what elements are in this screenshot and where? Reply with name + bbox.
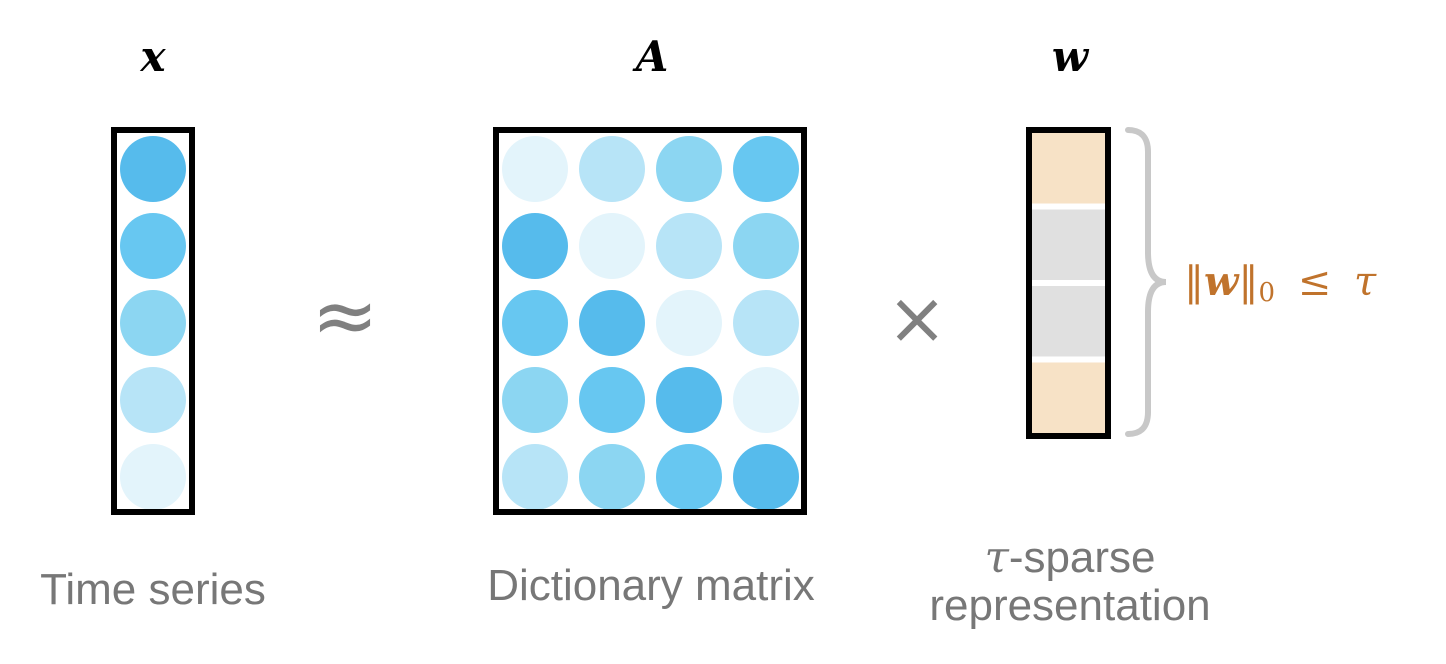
a-matrix-label: A (635, 32, 669, 81)
matrix-cell-circle (733, 136, 799, 202)
matrix-cell-circle (656, 367, 722, 433)
matrix-cell-circle (502, 136, 568, 202)
matrix-cell-circle (656, 290, 722, 356)
matrix-cell-circle (733, 213, 799, 279)
dictionary-matrix-caption: Dictionary matrix (487, 561, 815, 610)
sparse-caption-suffix: -sparse (1008, 533, 1156, 582)
matrix-frame (493, 127, 807, 515)
norm-right-bars: ‖ (1238, 259, 1259, 305)
matrix-cell-circle (502, 444, 568, 510)
sparse-representation-caption: τ-sparse representation (900, 532, 1240, 631)
sparse-representation-vector (1026, 127, 1111, 439)
matrix-cell-circle (579, 290, 645, 356)
matrix-cell-circle (579, 213, 645, 279)
tau-symbol: τ (984, 532, 1009, 583)
matrix-cell-circle (502, 290, 568, 356)
x-vector-frame (111, 127, 195, 515)
matrix-cell-circle (579, 444, 645, 510)
sparsity-brace (1125, 127, 1167, 437)
w-vector-frame (1026, 127, 1111, 439)
x-cell-circle (120, 367, 186, 433)
w-label: w (1051, 32, 1089, 81)
matrix-cell-circle (579, 136, 645, 202)
x-cell-circle (120, 444, 186, 510)
norm-left-bars: ‖ (1184, 259, 1204, 305)
norm-bound: τ (1353, 259, 1377, 305)
matrix-cell-circle (579, 367, 645, 433)
sparse-caption-line1: τ-sparse (900, 532, 1240, 583)
time-series-caption: Time series (40, 565, 266, 614)
w-segment-zero (1031, 286, 1106, 357)
sparsity-constraint: ‖w‖0 ≤ τ (1184, 259, 1377, 308)
dictionary-matrix (493, 127, 807, 515)
sparse-caption-line2: representation (929, 581, 1211, 631)
approx-operator: ≈ (311, 269, 379, 362)
matrix-cell-circle (656, 444, 722, 510)
w-segment-zero (1031, 209, 1106, 280)
matrix-cell-circle (502, 367, 568, 433)
norm-subscript: 0 (1258, 278, 1275, 308)
x-cell-circle (120, 213, 186, 279)
norm-variable: w (1204, 258, 1239, 305)
matrix-cell-circle (733, 367, 799, 433)
x-cell-circle (120, 290, 186, 356)
times-operator: × (886, 276, 948, 360)
norm-relation: ≤ (1297, 259, 1332, 305)
matrix-cell-circle (733, 290, 799, 356)
w-segment-nonzero (1031, 362, 1106, 433)
matrix-cell-circle (656, 213, 722, 279)
x-label: x (140, 32, 166, 81)
matrix-cell-circle (733, 444, 799, 510)
matrix-cell-circle (656, 136, 722, 202)
w-segment-nonzero (1031, 133, 1106, 204)
matrix-cell-circle (502, 213, 568, 279)
x-cell-circle (120, 136, 186, 202)
time-series-vector (111, 127, 195, 515)
